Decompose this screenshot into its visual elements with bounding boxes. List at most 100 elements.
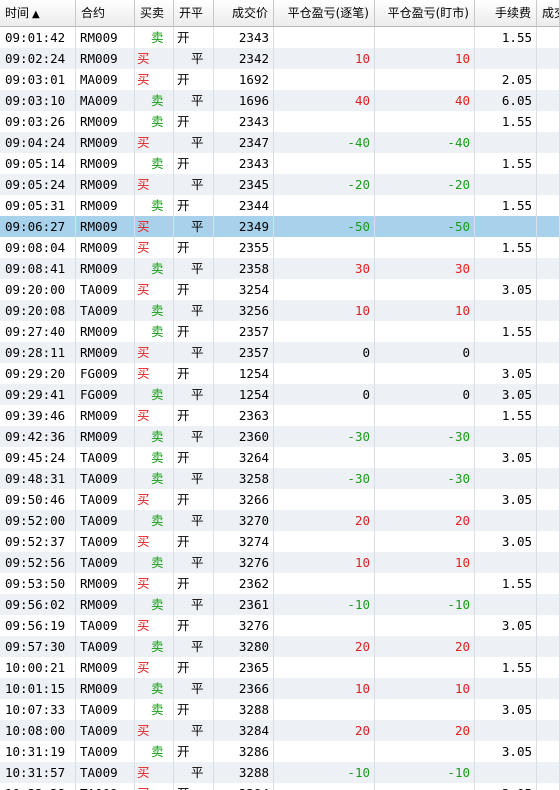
contract-cell: TA009 bbox=[76, 300, 135, 321]
table-row[interactable]: 09:03:26 RM009 卖开 2343 1.55 bbox=[0, 111, 560, 132]
column-header-price[interactable]: 成交价 bbox=[214, 0, 274, 26]
open-close-cell: 平 bbox=[174, 636, 214, 657]
fee-cell: 3.05 bbox=[475, 741, 537, 762]
table-row[interactable]: 09:28:11 RM009 买平 2357 0 0 bbox=[0, 342, 560, 363]
contract-cell: TA009 bbox=[76, 468, 135, 489]
pl-mark-cell bbox=[375, 699, 475, 720]
table-row[interactable]: 09:29:41 FG009 卖平 1254 0 0 3.05 bbox=[0, 384, 560, 405]
buy-sell-cell: 买 bbox=[135, 69, 174, 90]
column-header-time[interactable]: 时间 ▲ bbox=[0, 0, 76, 26]
table-row[interactable]: 09:02:24 RM009 买平 2342 10 10 bbox=[0, 48, 560, 69]
table-row[interactable]: 09:42:36 RM009 卖平 2360 -30 -30 bbox=[0, 426, 560, 447]
fee-cell bbox=[475, 48, 537, 69]
table-row[interactable]: 09:56:02 RM009 卖平 2361 -10 -10 bbox=[0, 594, 560, 615]
contract-cell: TA009 bbox=[76, 762, 135, 783]
table-row[interactable]: 09:03:10 MA009 卖平 1696 40 40 6.05 bbox=[0, 90, 560, 111]
table-row[interactable]: 09:20:08 TA009 卖平 3256 10 10 bbox=[0, 300, 560, 321]
time-cell: 09:20:08 bbox=[0, 300, 76, 321]
table-row[interactable]: 09:05:24 RM009 买平 2345 -20 -20 bbox=[0, 174, 560, 195]
column-header-contract[interactable]: 合约 bbox=[76, 0, 135, 26]
amount-cell bbox=[537, 489, 560, 510]
column-header-fee[interactable]: 手续费 bbox=[475, 0, 537, 26]
amount-cell bbox=[537, 279, 560, 300]
table-row[interactable]: 10:00:21 RM009 买开 2365 1.55 bbox=[0, 657, 560, 678]
pl-trade-cell: -40 bbox=[274, 132, 375, 153]
column-header-pl-trade[interactable]: 平仓盈亏(逐笔) bbox=[274, 0, 375, 26]
table-row[interactable]: 10:31:19 TA009 卖开 3286 3.05 bbox=[0, 741, 560, 762]
pl-trade-cell: 20 bbox=[274, 510, 375, 531]
time-cell: 09:52:37 bbox=[0, 531, 76, 552]
buy-sell-cell: 卖 bbox=[135, 321, 174, 342]
table-row[interactable]: 09:56:19 TA009 买开 3276 3.05 bbox=[0, 615, 560, 636]
table-row[interactable]: 09:39:46 RM009 买开 2363 1.55 bbox=[0, 405, 560, 426]
pl-mark-cell: 10 bbox=[375, 300, 475, 321]
table-row[interactable]: 09:52:37 TA009 买开 3274 3.05 bbox=[0, 531, 560, 552]
price-cell: 2343 bbox=[214, 27, 274, 48]
table-row[interactable]: 09:45:24 TA009 卖开 3264 3.05 bbox=[0, 447, 560, 468]
contract-cell: RM009 bbox=[76, 27, 135, 48]
fee-cell bbox=[475, 720, 537, 741]
price-cell: 3264 bbox=[214, 447, 274, 468]
buy-sell-cell: 买 bbox=[135, 783, 174, 790]
table-row[interactable]: 09:53:50 RM009 买开 2362 1.55 bbox=[0, 573, 560, 594]
amount-cell bbox=[537, 90, 560, 111]
table-row[interactable]: 10:01:15 RM009 卖平 2366 10 10 bbox=[0, 678, 560, 699]
time-cell: 09:48:31 bbox=[0, 468, 76, 489]
open-close-cell: 开 bbox=[174, 279, 214, 300]
fee-cell: 1.55 bbox=[475, 153, 537, 174]
contract-cell: FG009 bbox=[76, 363, 135, 384]
table-row[interactable]: 09:01:42 RM009 卖开 2343 1.55 bbox=[0, 27, 560, 48]
table-row[interactable]: 09:06:27 RM009 买平 2349 -50 -50 bbox=[0, 216, 560, 237]
buy-sell-cell: 买 bbox=[135, 216, 174, 237]
fee-cell: 1.55 bbox=[475, 657, 537, 678]
time-cell: 09:05:14 bbox=[0, 153, 76, 174]
open-close-cell: 平 bbox=[174, 216, 214, 237]
amount-cell bbox=[537, 132, 560, 153]
pl-trade-cell bbox=[274, 783, 375, 790]
buy-sell-cell: 卖 bbox=[135, 90, 174, 111]
open-close-cell: 平 bbox=[174, 342, 214, 363]
table-row[interactable]: 10:08:00 TA009 买平 3284 20 20 bbox=[0, 720, 560, 741]
column-header-buy-sell[interactable]: 买卖 bbox=[135, 0, 174, 26]
buy-sell-cell: 卖 bbox=[135, 699, 174, 720]
column-header-open-close[interactable]: 开平 bbox=[174, 0, 214, 26]
table-row[interactable]: 09:08:04 RM009 买开 2355 1.55 bbox=[0, 237, 560, 258]
table-row[interactable]: 09:03:01 MA009 买开 1692 2.05 bbox=[0, 69, 560, 90]
table-row[interactable]: 09:29:20 FG009 买开 1254 3.05 bbox=[0, 363, 560, 384]
table-row[interactable]: 10:07:33 TA009 卖开 3288 3.05 bbox=[0, 699, 560, 720]
column-header-amount[interactable]: 成交 bbox=[537, 0, 560, 26]
table-row[interactable]: 09:52:56 TA009 卖平 3276 10 10 bbox=[0, 552, 560, 573]
contract-cell: MA009 bbox=[76, 90, 135, 111]
table-row[interactable]: 09:04:24 RM009 买平 2347 -40 -40 bbox=[0, 132, 560, 153]
table-row[interactable]: 09:52:00 TA009 卖平 3270 20 20 bbox=[0, 510, 560, 531]
pl-mark-cell: -20 bbox=[375, 174, 475, 195]
buy-sell-cell: 卖 bbox=[135, 300, 174, 321]
fee-cell bbox=[475, 510, 537, 531]
table-row[interactable]: 09:48:31 TA009 卖平 3258 -30 -30 bbox=[0, 468, 560, 489]
pl-mark-cell: -30 bbox=[375, 468, 475, 489]
table-row[interactable]: 10:33:38TA009买开3294 3.05 bbox=[0, 783, 560, 790]
time-cell: 09:29:41 bbox=[0, 384, 76, 405]
price-cell: 3286 bbox=[214, 741, 274, 762]
table-row[interactable]: 09:50:46 TA009 买开 3266 3.05 bbox=[0, 489, 560, 510]
contract-cell: TA009 bbox=[76, 783, 135, 790]
pl-mark-cell bbox=[375, 657, 475, 678]
amount-cell bbox=[537, 426, 560, 447]
table-row[interactable]: 09:20:00 TA009 买开 3254 3.05 bbox=[0, 279, 560, 300]
pl-mark-cell: 0 bbox=[375, 384, 475, 405]
pl-mark-cell bbox=[375, 279, 475, 300]
contract-cell: RM009 bbox=[76, 48, 135, 69]
pl-mark-cell: 30 bbox=[375, 258, 475, 279]
open-close-cell: 开 bbox=[174, 153, 214, 174]
pl-mark-cell bbox=[375, 195, 475, 216]
table-row[interactable]: 09:05:14 RM009 卖开 2343 1.55 bbox=[0, 153, 560, 174]
buy-sell-cell: 买 bbox=[135, 573, 174, 594]
column-header-pl-mark[interactable]: 平仓盈亏(盯市) bbox=[375, 0, 475, 26]
table-row[interactable]: 09:27:40 RM009 卖开 2357 1.55 bbox=[0, 321, 560, 342]
table-row[interactable]: 09:08:41 RM009 卖平 2358 30 30 bbox=[0, 258, 560, 279]
table-row[interactable]: 10:31:57 TA009 买平 3288 -10 -10 bbox=[0, 762, 560, 783]
pl-trade-cell bbox=[274, 153, 375, 174]
table-row[interactable]: 09:57:30 TA009 卖平 3280 20 20 bbox=[0, 636, 560, 657]
table-row[interactable]: 09:05:31 RM009 卖开 2344 1.55 bbox=[0, 195, 560, 216]
amount-cell bbox=[537, 27, 560, 48]
